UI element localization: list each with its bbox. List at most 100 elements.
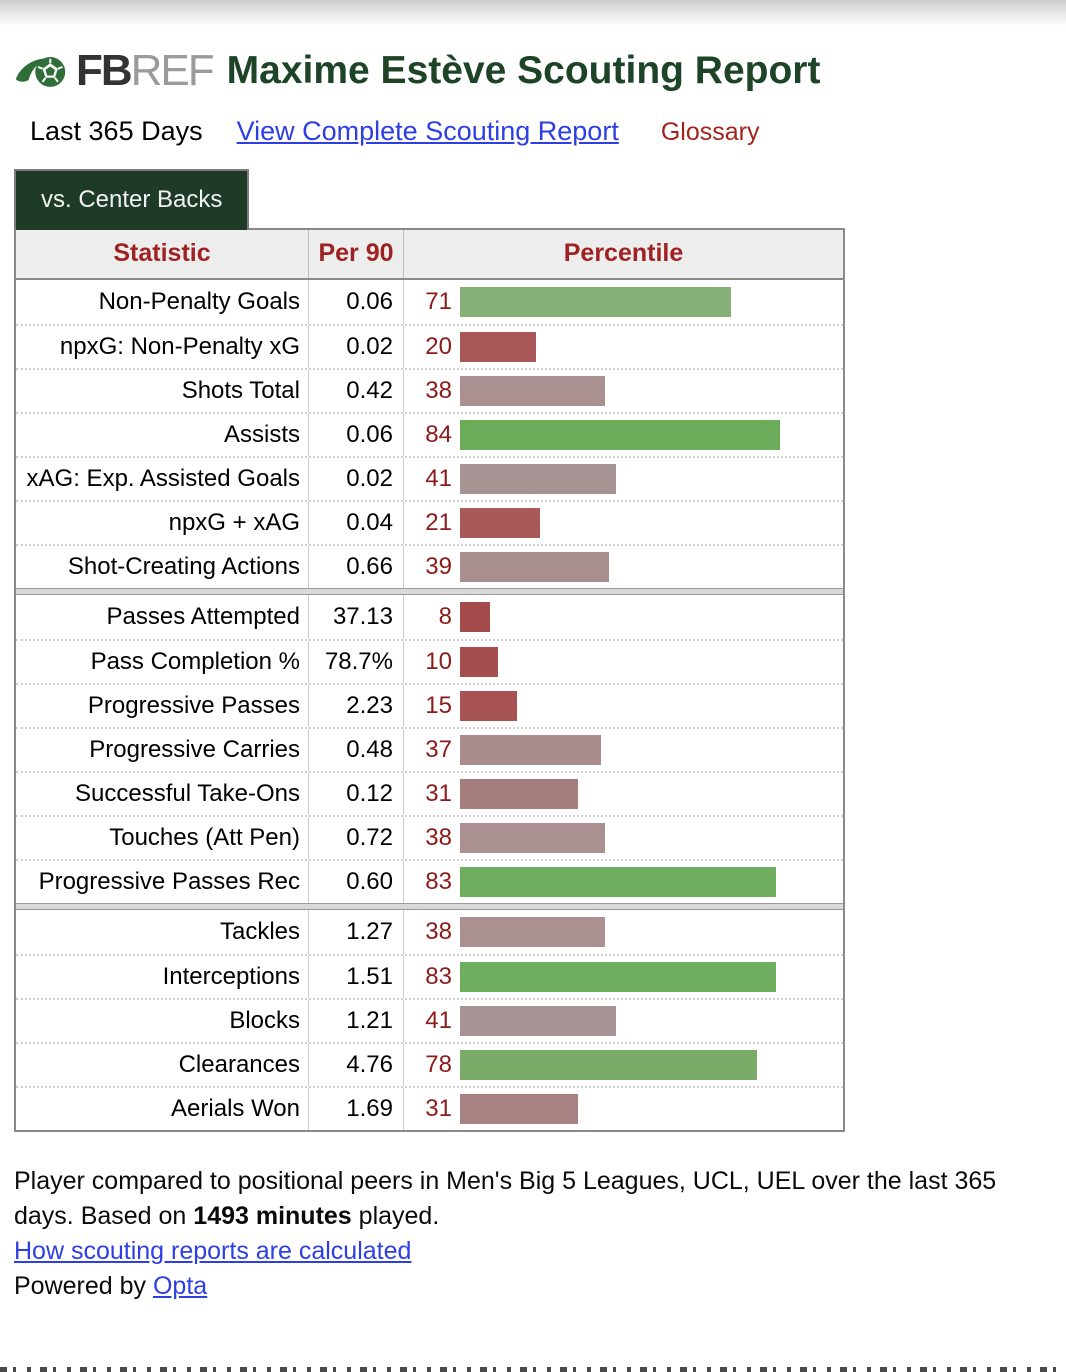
percentile-cell: 78 xyxy=(403,1044,843,1086)
percentile-value: 38 xyxy=(425,377,452,404)
header-row: FB REF Maxime Estève Scouting Report xyxy=(14,46,1066,96)
comparison-note-text: Player compared to positional peers in M… xyxy=(14,1167,997,1230)
stat-row: npxG + xAG 0.04 21 xyxy=(16,500,843,544)
sub-header-row: Last 365 Days View Complete Scouting Rep… xyxy=(14,116,1066,147)
percentile-bar-track xyxy=(460,917,841,947)
stat-label: Assists xyxy=(223,421,300,448)
percentile-cell: 83 xyxy=(403,861,843,903)
per90-value: 1.69 xyxy=(308,1088,403,1130)
how-calculated-line: How scouting reports are calculated xyxy=(14,1234,999,1269)
stat-label: npxG: Non-Penalty xG xyxy=(59,333,300,360)
percentile-value: 31 xyxy=(425,1095,452,1122)
brand-fb[interactable]: FB xyxy=(76,46,133,95)
stat-label: Non-Penalty Goals xyxy=(98,288,300,315)
stat-row: Progressive Passes Rec 0.60 83 xyxy=(16,859,843,903)
percentile-bar-track xyxy=(460,647,841,677)
percentile-bar-track xyxy=(460,464,841,494)
percentile-value: 71 xyxy=(425,288,452,315)
stat-label: Interceptions xyxy=(162,963,300,990)
stat-label: Tackles xyxy=(219,918,300,945)
per90-value: 78.7% xyxy=(308,641,403,683)
glossary-link[interactable]: Glossary xyxy=(660,118,760,146)
percentile-bar xyxy=(460,823,605,853)
per90-value: 0.12 xyxy=(308,773,403,815)
tab-vs-center-backs[interactable]: vs. Center Backs xyxy=(14,169,250,230)
comparison-note: Player compared to positional peers in M… xyxy=(14,1164,999,1234)
column-header-statistic: Statistic xyxy=(113,239,211,267)
percentile-cell: 38 xyxy=(403,910,843,954)
percentile-bar xyxy=(460,1006,616,1036)
stat-row: Passes Attempted 37.13 8 xyxy=(16,595,843,639)
percentile-cell: 37 xyxy=(403,729,843,771)
stat-row: Interceptions 1.51 83 xyxy=(16,954,843,998)
brand-ref[interactable]: REF xyxy=(130,46,215,95)
percentile-cell: 31 xyxy=(403,1088,843,1130)
percentile-bar xyxy=(460,602,490,632)
period-label: Last 365 Days xyxy=(30,116,203,146)
percentile-value: 38 xyxy=(425,824,452,851)
powered-by-line: Powered by Opta xyxy=(14,1269,999,1304)
percentile-bar xyxy=(460,735,601,765)
percentile-bar-track xyxy=(460,376,841,406)
table-section: Passes Attempted 37.13 8 Pass Completion % 7… xyxy=(16,595,843,903)
column-header-percentile: Percentile xyxy=(403,230,843,278)
per90-value: 0.72 xyxy=(308,817,403,859)
percentile-bar-track xyxy=(460,1006,841,1036)
percentile-value: 83 xyxy=(425,963,452,990)
percentile-table-body: Non-Penalty Goals 0.06 71 npxG: Non-Penalty… xyxy=(16,280,843,1130)
table-section: Tackles 1.27 38 Interceptions 1.51 83 Blocks 1.… xyxy=(16,910,843,1130)
comparison-note-suffix: played. xyxy=(351,1202,440,1230)
percentile-bar xyxy=(460,962,776,992)
percentile-bar xyxy=(460,552,609,582)
percentile-value: 15 xyxy=(425,692,452,719)
percentile-cell: 38 xyxy=(403,817,843,859)
percentile-bar-track xyxy=(460,1094,841,1124)
per90-value: 37.13 xyxy=(308,595,403,639)
powered-by-text: Powered by xyxy=(14,1272,153,1300)
per90-value: 0.60 xyxy=(308,861,403,903)
stat-row: Pass Completion % 78.7% 10 xyxy=(16,639,843,683)
percentile-cell: 15 xyxy=(403,685,843,727)
stat-label: Progressive Carries xyxy=(89,736,300,763)
percentile-bar-track xyxy=(460,962,841,992)
percentile-value: 38 xyxy=(425,918,452,945)
stat-row: Blocks 1.21 41 xyxy=(16,998,843,1042)
scouting-report-table: Statistic Per 90 Percentile Non-Penalty … xyxy=(14,228,845,1132)
opta-link[interactable]: Opta xyxy=(152,1272,208,1300)
percentile-value: 20 xyxy=(425,333,452,360)
stat-label: Clearances xyxy=(178,1051,300,1078)
section-separator xyxy=(16,903,843,910)
minutes-played: 1493 minutes xyxy=(193,1202,352,1230)
percentile-bar-track xyxy=(460,420,841,450)
stat-row: xAG: Exp. Assisted Goals 0.02 41 xyxy=(16,456,843,500)
how-calculated-link[interactable]: How scouting reports are calculated xyxy=(14,1237,412,1265)
percentile-value: 83 xyxy=(425,868,452,895)
stat-label: Aerials Won xyxy=(171,1095,300,1122)
percentile-cell: 21 xyxy=(403,502,843,544)
page-content: FB REF Maxime Estève Scouting Report Las… xyxy=(0,46,1066,1304)
percentile-bar xyxy=(460,647,498,677)
stat-row: Clearances 4.76 78 xyxy=(16,1042,843,1086)
percentile-bar xyxy=(460,917,605,947)
per90-value: 0.06 xyxy=(308,414,403,456)
stat-label: xAG: Exp. Assisted Goals xyxy=(26,465,300,492)
percentile-value: 8 xyxy=(438,603,452,630)
percentile-bar xyxy=(460,508,540,538)
percentile-cell: 71 xyxy=(403,280,843,324)
percentile-bar xyxy=(460,420,780,450)
percentile-value: 39 xyxy=(425,553,452,580)
stat-row: Successful Take-Ons 0.12 31 xyxy=(16,771,843,815)
percentile-value: 41 xyxy=(425,465,452,492)
view-complete-report-link[interactable]: View Complete Scouting Report xyxy=(236,116,619,146)
per90-value: 0.42 xyxy=(308,370,403,412)
stat-row: Progressive Passes 2.23 15 xyxy=(16,683,843,727)
percentile-bar xyxy=(460,332,536,362)
stat-label: Successful Take-Ons xyxy=(75,780,300,807)
percentile-value: 84 xyxy=(425,421,452,448)
percentile-value: 21 xyxy=(425,509,452,536)
page-title: Maxime Estève Scouting Report xyxy=(226,49,821,92)
footer-note: Player compared to positional peers in M… xyxy=(14,1164,999,1304)
stat-label: npxG + xAG xyxy=(168,509,300,536)
stat-label: Blocks xyxy=(229,1007,300,1034)
percentile-value: 41 xyxy=(425,1007,452,1034)
